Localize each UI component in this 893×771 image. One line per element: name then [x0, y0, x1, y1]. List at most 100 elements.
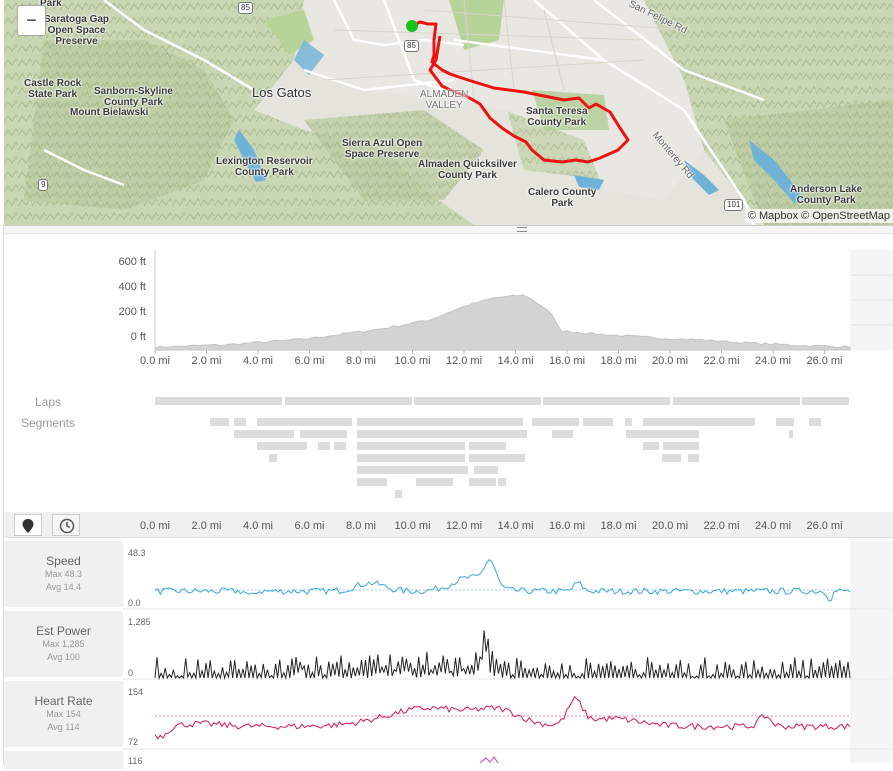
map-label: Anderson Lake County Park [790, 184, 863, 206]
y-tick-label: 0 ft [130, 331, 146, 343]
lap-bar[interactable] [802, 397, 849, 405]
highway-shield: 101 [724, 199, 744, 211]
laps-label: Laps [34, 395, 62, 409]
segment-bar[interactable] [663, 442, 699, 450]
stream-title: Heart Rate [34, 694, 93, 708]
segment-bar[interactable] [210, 418, 229, 426]
start-marker [406, 20, 418, 32]
segment-bar[interactable] [269, 454, 277, 462]
segment-bar[interactable] [688, 454, 699, 462]
map-label: Lexington Reservoir County Park [216, 156, 313, 178]
segment-bar[interactable] [498, 478, 506, 486]
stream-x-tick-label: 22.0 mi [703, 520, 740, 532]
segment-bar[interactable] [257, 418, 352, 426]
segment-bar[interactable] [643, 418, 755, 426]
segment-bar[interactable] [357, 478, 387, 486]
resize-handle[interactable] [4, 225, 893, 234]
segment-bar[interactable] [357, 442, 465, 450]
stream-title: Est Power [36, 624, 91, 638]
map-label: Sierra Azul Open Space Preserve [342, 138, 423, 160]
time-toggle[interactable] [52, 514, 80, 536]
speed-axis-min: 0.0 [128, 598, 141, 608]
stream-max: Max 154 [46, 709, 81, 719]
map-label: Almaden Quicksilver County Park [418, 159, 517, 181]
stream-avg: Avg 100 [47, 652, 80, 662]
segment-bar[interactable] [469, 478, 496, 486]
map-attribution[interactable]: © Mapbox © OpenStreetMap [744, 209, 893, 223]
stream-x-tick-label: 4.0 mi [243, 520, 273, 532]
segments-label: Segments [20, 416, 76, 430]
segment-bar[interactable] [469, 442, 506, 450]
segment-bar[interactable] [395, 490, 402, 498]
segment-bar[interactable] [234, 430, 294, 438]
segment-bar[interactable] [257, 442, 307, 450]
elevation-x-tick-label: 6.0 mi [294, 355, 325, 367]
highway-shield: 85 [238, 2, 253, 14]
stream-avg: Avg 14.4 [45, 582, 82, 592]
map-label: Calero County Park [528, 187, 597, 209]
heart-rate-axis-min: 72 [128, 737, 139, 747]
route-map[interactable]: Saratoga Gap Open Space Preserve Castle … [4, 0, 893, 225]
segment-bar[interactable] [357, 430, 527, 438]
segment-bar[interactable] [474, 466, 498, 474]
elevation-chart[interactable] [0, 240, 893, 510]
y-tick-label: 400 ft [118, 281, 146, 293]
segment-bar[interactable] [776, 418, 794, 426]
speed-line [154, 558, 851, 602]
segment-bar[interactable] [532, 418, 579, 426]
elevation-x-tick-label: 22.0 mi [703, 355, 740, 367]
stream-x-tick-label: 14.0 mi [497, 520, 534, 532]
segment-bar[interactable] [552, 430, 573, 438]
elevation-x-tick-label: 26.0 mi [806, 355, 843, 367]
segment-bar[interactable] [357, 418, 523, 426]
power-stream-label[interactable]: Est Power Max 1,285 Avg 100 [4, 611, 123, 679]
segment-bar[interactable] [334, 442, 346, 450]
segment-bar[interactable] [662, 454, 681, 462]
elevation-x-tick-label: 4.0 mi [243, 355, 273, 367]
power-line [154, 630, 851, 680]
zoom-out-button[interactable]: − [17, 5, 46, 36]
segment-bar[interactable] [625, 418, 632, 426]
panel-border [3, 225, 4, 765]
streams-header [4, 512, 893, 538]
lap-bar[interactable] [543, 397, 670, 405]
lap-bar[interactable] [285, 397, 412, 405]
speed-stream-label[interactable]: Speed Max 48.3 Avg 14.4 [4, 541, 123, 609]
segment-bar[interactable] [300, 430, 347, 438]
power-axis-max: 1,285 [128, 617, 151, 627]
lap-bar[interactable] [414, 397, 541, 405]
elevation-x-tick-label: 18.0 mi [600, 355, 637, 367]
segment-bar[interactable] [318, 442, 330, 450]
lap-bar[interactable] [155, 397, 282, 405]
heart-rate-stream-label[interactable]: Heart Rate Max 154 Avg 114 [4, 681, 123, 749]
city-label: Los Gatos [252, 85, 312, 100]
segment-bar[interactable] [583, 418, 613, 426]
stream-x-tick-label: 0.0 mi [140, 520, 170, 532]
segment-bar[interactable] [234, 418, 246, 426]
segment-bar[interactable] [357, 454, 465, 462]
segment-bar[interactable] [809, 418, 821, 426]
elevation-profile [154, 294, 851, 351]
elevation-x-tick-label: 24.0 mi [754, 355, 792, 367]
next-axis-max: 116 [128, 756, 143, 766]
stream-x-tick-label: 12.0 mi [445, 520, 483, 532]
segment-bar[interactable] [469, 454, 525, 462]
elevation-x-tick-label: 16.0 mi [548, 355, 586, 367]
stream-x-tick-label: 16.0 mi [548, 520, 586, 532]
stream-x-tick-label: 10.0 mi [394, 520, 431, 532]
segment-bar[interactable] [357, 466, 468, 474]
segment-bar[interactable] [789, 430, 793, 438]
segment-bar[interactable] [416, 478, 453, 486]
elevation-x-tick-label: 0.0 mi [140, 355, 170, 367]
segment-bar[interactable] [643, 442, 659, 450]
segment-bar[interactable] [626, 430, 699, 438]
map-label: Sanborn-Skyline County Park [94, 86, 173, 108]
clock-icon [59, 518, 75, 534]
highway-shield: 9 [38, 179, 49, 191]
distance-toggle[interactable] [14, 514, 42, 536]
lap-bar[interactable] [673, 397, 800, 405]
elevation-x-tick-label: 2.0 mi [191, 355, 222, 367]
elevation-x-tick-label: 20.0 mi [651, 355, 689, 367]
elevation-x-tick-label: 12.0 mi [445, 355, 483, 367]
